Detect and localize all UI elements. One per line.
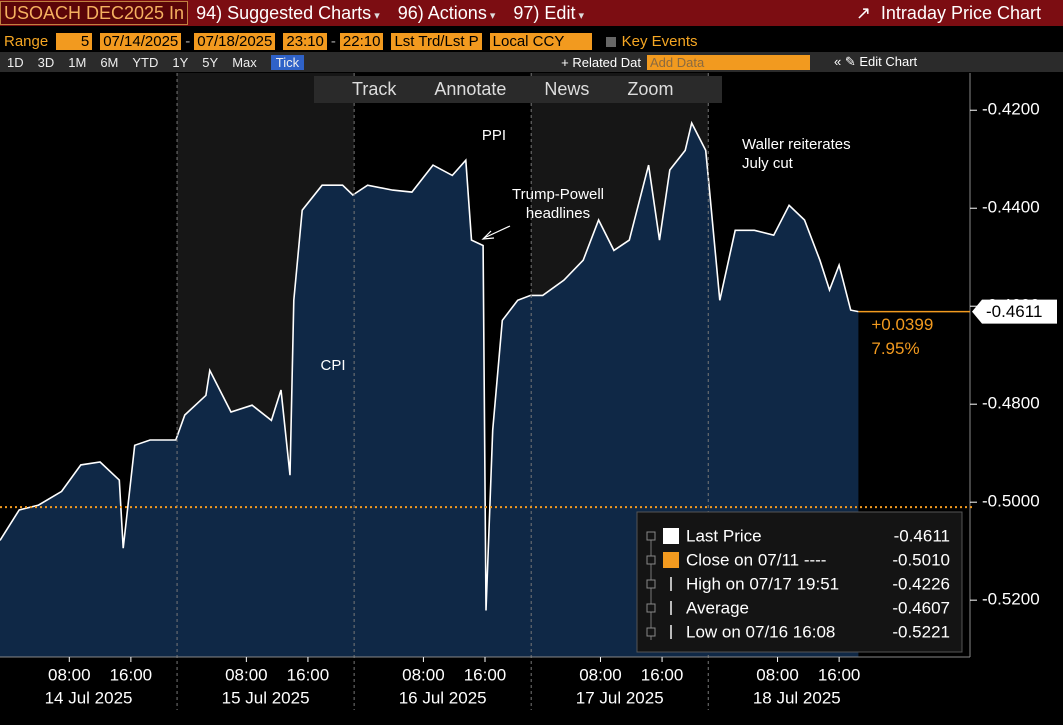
x-tick-label: 08:00	[402, 665, 445, 684]
day-label: 18 Jul 2025	[753, 688, 841, 707]
legend-value: -0.5221	[892, 622, 950, 641]
field[interactable]: Lst Trd/Lst P	[391, 33, 482, 50]
security[interactable]: USOACH DEC2025 In	[0, 1, 189, 25]
y-tick-label: -0.4400	[982, 198, 1040, 217]
line	[0, 120, 859, 611]
x-tick-label: 16:00	[641, 665, 684, 684]
related[interactable]: + Related Dat	[561, 54, 641, 70]
change-label: +0.0399	[871, 315, 933, 334]
period-button[interactable]: 1D	[7, 54, 24, 70]
legend-value: -0.4226	[892, 574, 950, 593]
last-price-label: -0.4611	[986, 302, 1042, 321]
menu-item[interactable]: 94) Suggested Charts	[196, 3, 380, 24]
edit-chart-text[interactable]: Edit Chart	[859, 54, 918, 69]
legend-toggle	[646, 555, 656, 565]
period-button[interactable]: 5Y	[202, 54, 219, 70]
legend-name: Low on 07/16 16:08	[686, 622, 835, 641]
period-bar: 1D 3D 1M 6M YTD 1Y 5Y Max Tick + Related Dat Add…	[0, 52, 1063, 72]
chart-tools: Track Annotate News Zoom	[314, 76, 722, 103]
end-date[interactable]: 07/18/2025	[194, 33, 276, 50]
annotation: Trump-Powell	[512, 186, 604, 203]
period-button[interactable]: YTD	[132, 54, 159, 70]
x-tick-label: 08:00	[48, 665, 91, 684]
y-tick-label: -0.4200	[982, 100, 1040, 119]
x-tick-label: 16:00	[464, 665, 507, 684]
tool-button[interactable]: Annotate	[434, 79, 507, 99]
period-button[interactable]: Max	[232, 54, 257, 70]
day-label: 14 Jul 2025	[45, 688, 133, 707]
menu-item[interactable]: 96) Actions	[398, 3, 496, 24]
legend-toggle	[646, 531, 656, 541]
period-button[interactable]: Tick	[270, 54, 305, 70]
annotation: PPI	[482, 127, 506, 144]
annotation: July cut	[742, 155, 794, 172]
x-tick-label: 16:00	[818, 665, 861, 684]
x-tick-label: 16:00	[110, 665, 153, 684]
legend-swatch	[663, 528, 679, 544]
legend-box	[636, 511, 963, 653]
title-bar: USOACH DEC2025 In 94) Suggested Charts 9…	[0, 0, 1063, 26]
x-tick-label: 08:00	[579, 665, 622, 684]
legend-name: Average	[686, 598, 749, 617]
annotation-arrow-head	[481, 230, 495, 240]
annotation: CPI	[320, 357, 345, 374]
legend-toggle	[646, 603, 656, 613]
checkbox[interactable]	[605, 36, 616, 47]
chart-name: ↗ Intraday Price Chart	[855, 2, 1041, 23]
range-days[interactable]: 5	[56, 33, 93, 50]
legend-name: High on 07/17 19:51	[686, 574, 839, 593]
legend-swatch	[663, 552, 679, 568]
annotations: CPI PPI Trump-Powell headlines Waller reiter…	[320, 127, 850, 374]
range-label: Range	[4, 33, 49, 50]
legend-value: -0.5010	[892, 550, 950, 569]
tool-button[interactable]: Track	[352, 79, 397, 99]
day-label: 17 Jul 2025	[576, 688, 664, 707]
x-tick-label: 08:00	[225, 665, 268, 684]
annotation: headlines	[526, 205, 590, 222]
period-button[interactable]: 1Y	[172, 54, 189, 70]
tool-button[interactable]: Zoom	[627, 79, 674, 99]
change-pct-label: 7.95%	[871, 339, 919, 358]
end-time[interactable]: 22:10	[339, 33, 384, 50]
period-button[interactable]: 6M	[100, 54, 119, 70]
y-tick-label: -0.5000	[982, 492, 1040, 511]
legend-name: Close on 07/11 ----	[686, 550, 826, 569]
legend-value: -0.4611	[894, 526, 950, 545]
day-label: 15 Jul 2025	[222, 688, 310, 707]
periods: 1D 3D 1M 6M YTD 1Y 5Y Max Tick	[0, 54, 311, 70]
tool-button[interactable]: News	[544, 79, 590, 99]
period-button[interactable]: 3D	[37, 54, 55, 70]
currency[interactable]: Local CCY	[489, 33, 592, 50]
legend-toggle	[646, 627, 656, 637]
related-text[interactable]: Related Dat	[572, 54, 641, 70]
range-bar: Range 5 07/14/2025- 07/18/2025 23:10- 22…	[0, 31, 1063, 52]
add-data[interactable]: Add Data	[646, 54, 810, 70]
day-label: 16 Jul 2025	[399, 688, 487, 707]
legend-value: -0.4607	[892, 598, 950, 617]
last-price-tag	[972, 299, 1057, 324]
legend: Last Price -0.4611 Close on 07/11 ---- -0.5…	[636, 511, 963, 653]
key-events[interactable]: Key Events	[621, 33, 698, 50]
chart-name-text: Intraday Price Chart	[880, 2, 1041, 23]
edit-chart[interactable]: « ✎ Edit Chart	[833, 54, 918, 69]
x-tick-label: 08:00	[756, 665, 799, 684]
period-button[interactable]: 1M	[68, 54, 87, 70]
start-date[interactable]: 07/14/2025	[100, 33, 182, 50]
start-time[interactable]: 23:10	[283, 33, 327, 50]
x-tick-label: 16:00	[287, 665, 330, 684]
legend-toggle	[646, 579, 656, 589]
y-tick-label: -0.4800	[982, 394, 1040, 413]
menu-item[interactable]: 97) Edit	[513, 3, 584, 24]
annotation: Waller reiterates	[742, 136, 851, 153]
legend-name: Last Price	[686, 526, 762, 545]
y-tick-label: -0.5200	[982, 590, 1040, 609]
annotation-arrow	[483, 225, 511, 239]
